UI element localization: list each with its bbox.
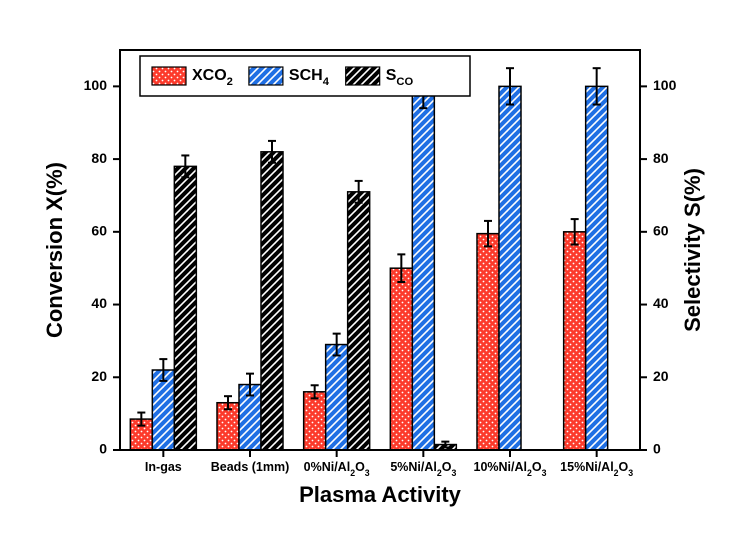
category-label: 0%Ni/Al2O3 xyxy=(304,460,370,478)
legend-swatch xyxy=(346,67,380,85)
bar-XCO2 xyxy=(564,232,586,450)
y-left-tick-label: 0 xyxy=(99,441,107,457)
bar-XCO2 xyxy=(304,392,326,450)
legend-swatch xyxy=(249,67,283,85)
bar-SCH4 xyxy=(499,86,521,450)
y-right-axis-title: Selectivity S(%) xyxy=(680,168,705,332)
bar-SCO xyxy=(174,166,196,450)
x-axis-title: Plasma Activity xyxy=(299,482,462,507)
y-right-tick-label: 40 xyxy=(653,295,669,311)
chart-container: 0 20 40 60 80 100 0 20 40 60 80 100 In-gas Beads (1mm… xyxy=(20,10,720,550)
y-right-tick-label: 100 xyxy=(653,77,677,93)
bar-SCO xyxy=(348,192,370,450)
category-label: In-gas xyxy=(145,460,182,474)
y-right-tick-label: 0 xyxy=(653,441,661,457)
y-right-tick-label: 80 xyxy=(653,150,669,166)
category-label: 5%Ni/Al2O3 xyxy=(390,460,456,478)
y-left-tick-label: 40 xyxy=(91,295,107,311)
category-label: 15%Ni/Al2O3 xyxy=(560,460,633,478)
bar-chart: 0 20 40 60 80 100 0 20 40 60 80 100 In-gas Beads (1mm… xyxy=(20,10,720,550)
y-left-tick-label: 100 xyxy=(84,77,108,93)
y-right-tick-label: 20 xyxy=(653,368,669,384)
y-left-tick-label: 20 xyxy=(91,368,107,384)
bar-SCH4 xyxy=(586,86,608,450)
category-label: 10%Ni/Al2O3 xyxy=(474,460,547,478)
y-left-tick-label: 80 xyxy=(91,150,107,166)
y-left-tick-label: 60 xyxy=(91,223,107,239)
category-label: Beads (1mm) xyxy=(211,460,290,474)
bar-SCH4 xyxy=(326,345,348,450)
y-left-axis-title: Conversion X(%) xyxy=(42,162,67,338)
bar-XCO2 xyxy=(477,234,499,450)
bar-SCO xyxy=(261,152,283,450)
legend-swatch xyxy=(152,67,186,85)
bar-SCH4 xyxy=(152,370,174,450)
bar-XCO2 xyxy=(390,268,412,450)
y-right-tick-label: 60 xyxy=(653,223,669,239)
bar-SCH4 xyxy=(412,90,434,450)
